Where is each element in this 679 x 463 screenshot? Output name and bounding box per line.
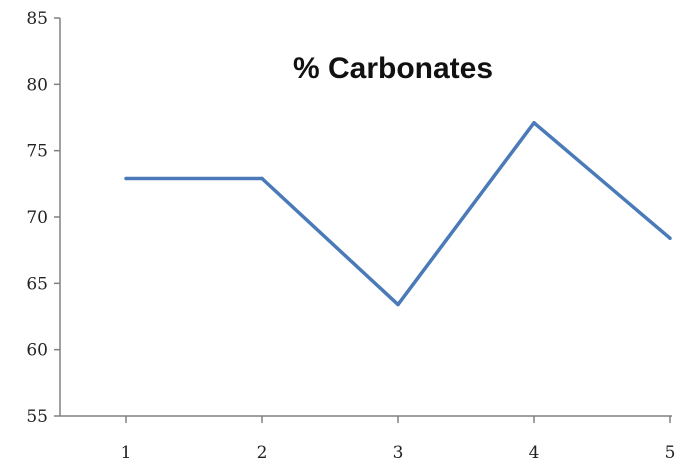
data-point: [532, 121, 536, 125]
y-tick-label: 55: [26, 407, 48, 427]
y-tick-label: 65: [26, 274, 48, 294]
series-line: [126, 121, 672, 307]
data-point: [260, 176, 264, 181]
x-tick-label: 3: [393, 443, 404, 463]
tick-marks: [54, 17, 671, 423]
y-tick-label: 60: [26, 341, 48, 361]
tick-labels: 55 60 65 70 75 80 85 1 2 3 4 5: [26, 9, 675, 463]
chart-title: % Carbonates: [293, 52, 493, 85]
data-point: [124, 176, 128, 181]
data-point: [396, 302, 400, 307]
x-tick-label: 4: [529, 443, 540, 463]
x-tick-label: 5: [665, 443, 676, 463]
y-tick-label: 70: [26, 208, 48, 228]
y-tick-label: 85: [26, 9, 48, 29]
data-point: [668, 236, 672, 240]
x-tick-label: 2: [257, 443, 268, 463]
y-tick-label: 80: [26, 75, 48, 95]
y-tick-label: 75: [26, 142, 48, 162]
x-tick-label: 1: [121, 443, 132, 463]
series-layer: [124, 121, 672, 307]
